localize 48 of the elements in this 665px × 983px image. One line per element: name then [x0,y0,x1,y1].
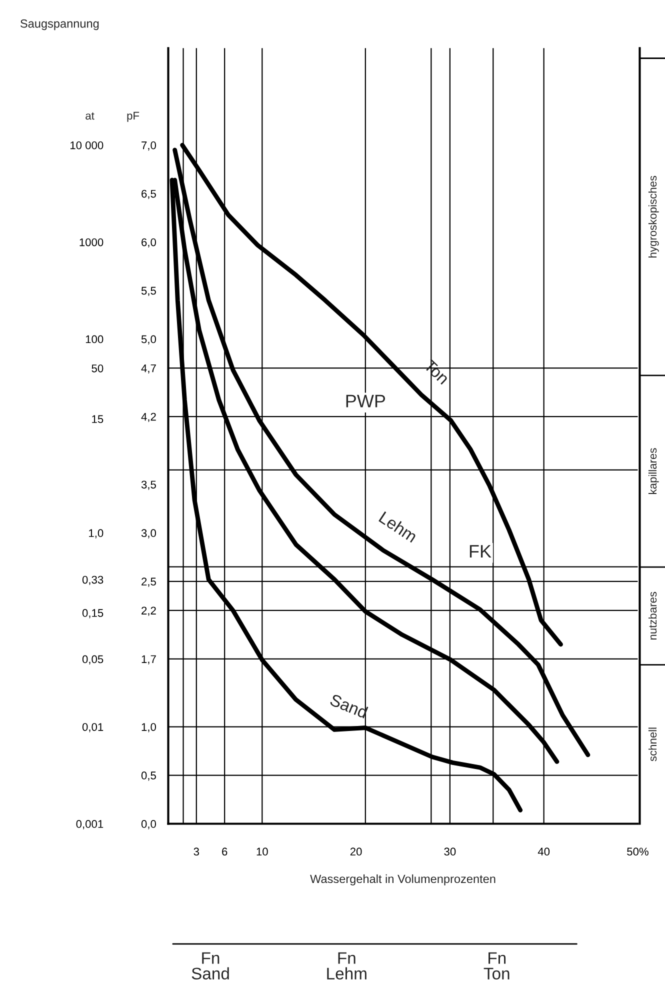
x-tick-label: 6 [222,848,228,856]
x-axis-title: Wassergehalt in Volumenprozenten [310,874,496,886]
y-tick-label: 1,0 [142,723,156,732]
y2-tick-label: 10 000 [70,141,104,150]
y2-tick-label: 100 [86,335,104,344]
y-tick-label: 0,0 [141,820,156,830]
y-tick-label: 3,5 [141,480,156,490]
x-tick-label: 10 [256,848,268,856]
annotation: FK [470,545,492,558]
text: Fn Lehm [327,952,366,980]
x-tick-label: 30 [444,848,456,856]
y-tick-label: 6,5 [142,190,156,200]
y2-tick-label: 50 [92,364,104,372]
y-tick-label: 0,5 [141,772,156,781]
text: kapillares [648,448,659,494]
y-tick-label: 3,0 [141,529,156,538]
y-tick-label: 2,5 [142,578,156,587]
y-tick-label: 4,2 [141,412,156,422]
y-tick-label: 2,2 [142,606,156,616]
annotation: PWP [346,394,386,408]
y-tick-label: 5,5 [141,286,156,296]
text: schnell [648,728,657,762]
y-tick-label: 5,0 [141,335,156,344]
y2-tick-label: 0,001 [76,820,104,830]
x-tick-label: 50% [627,848,648,856]
x-tick-label: 40 [538,848,550,856]
y2-tick-label: 0,01 [82,723,104,732]
x-tick-label: 20 [350,848,362,856]
y-tick-label: 7,0 [142,141,156,151]
text: Sand [329,693,368,719]
text: Saugspannung [20,19,99,30]
y2-axis-title: at [86,112,94,120]
text: nutzbares [648,592,657,640]
y2-tick-label: 0,05 [82,655,104,664]
y-axis-title: pF [127,112,140,122]
text: Ton [423,358,450,385]
x-tick-label: 3 [194,848,200,856]
text: hygroskopisches [648,176,659,258]
y2-tick-label: 0,33 [82,576,104,586]
y2-tick-label: 0,15 [82,609,104,618]
text: Fn Sand [192,952,229,980]
y2-tick-label: 1,0 [89,529,104,538]
y2-tick-label: 15 [92,415,104,424]
text: Fn Ton [484,952,510,980]
y-tick-label: 1,7 [142,655,156,664]
y-tick-label: 4,7 [141,364,156,374]
y2-tick-label: 1000 [80,238,104,246]
y-tick-label: 6,0 [142,238,156,248]
